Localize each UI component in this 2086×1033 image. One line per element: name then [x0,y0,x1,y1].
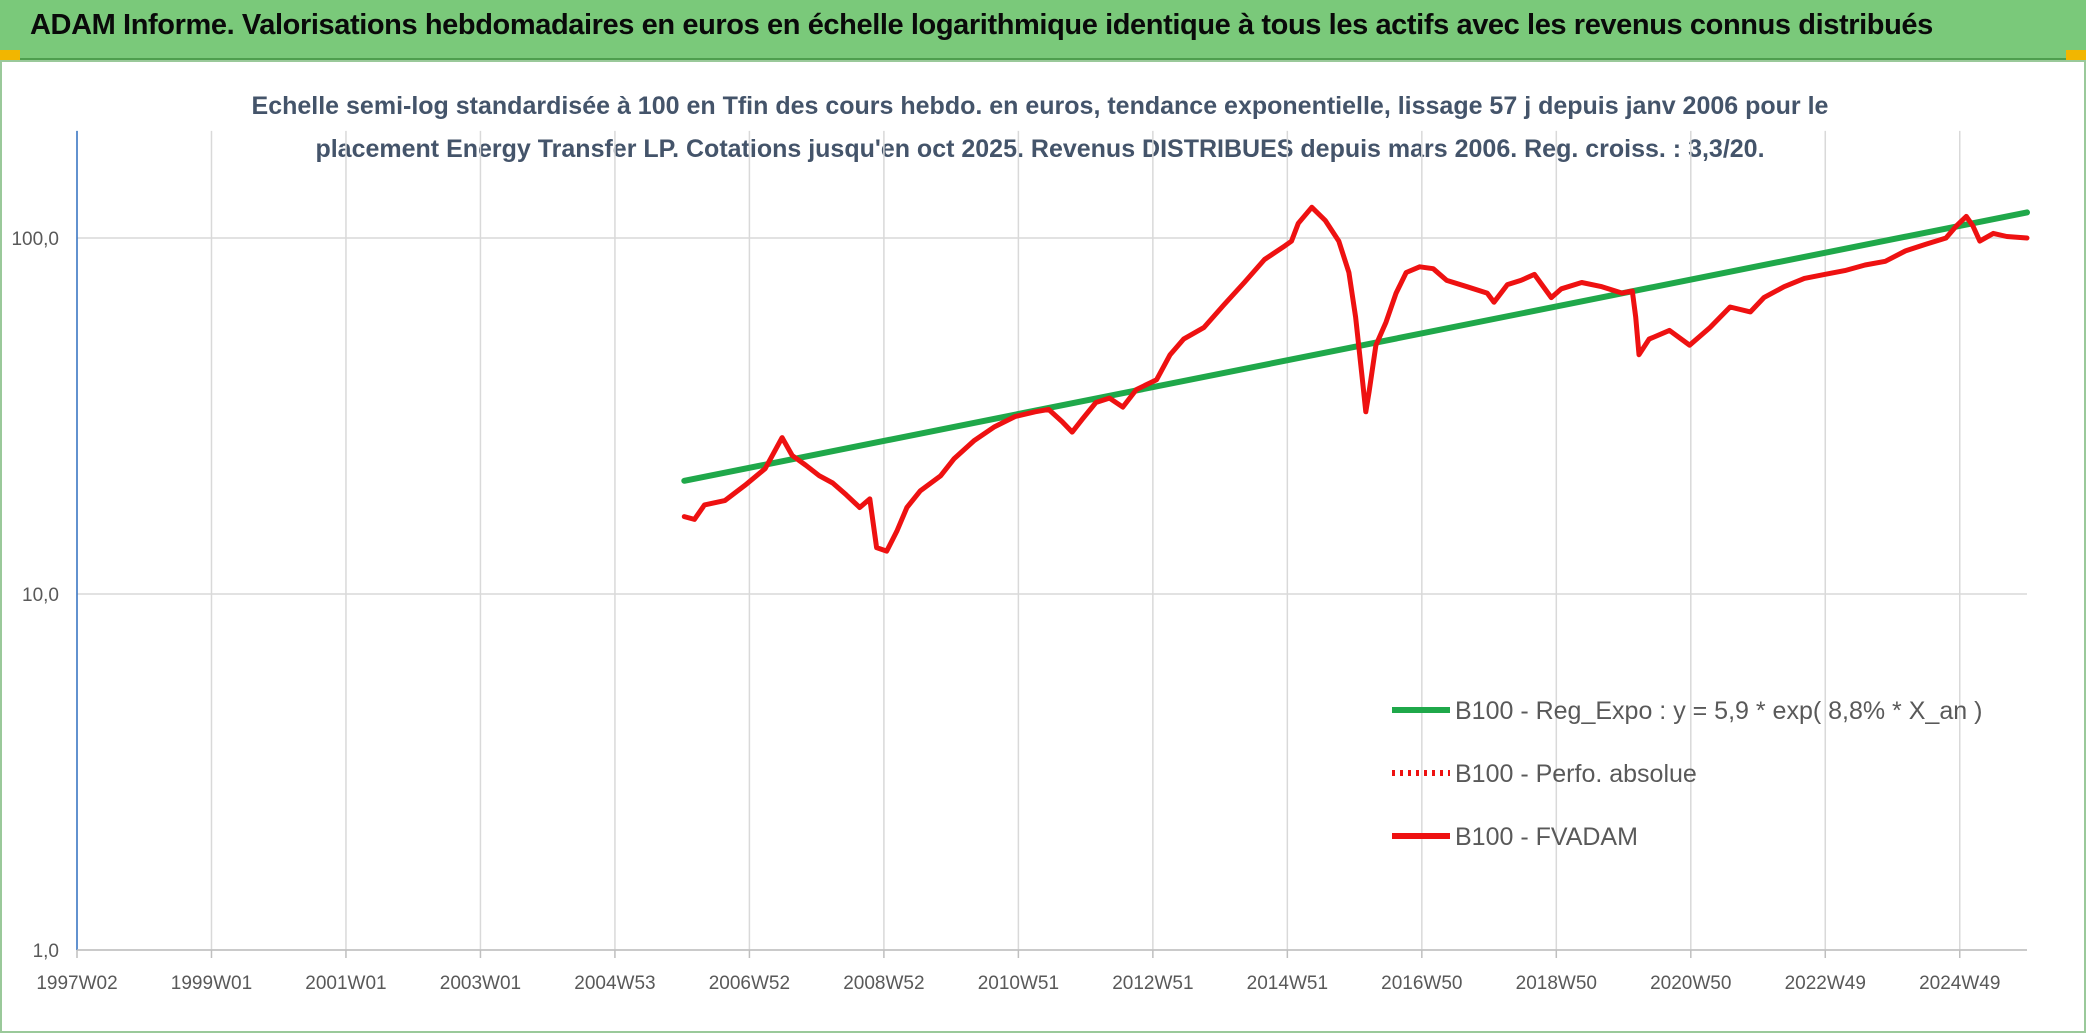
legend-label: B100 - Reg_Expo : y = 5,9 * exp( 8,8% * … [1455,697,1982,725]
y-tick-label: 10,0 [22,585,59,606]
x-tick-label: 2006W52 [709,973,790,994]
x-tick-label: 2008W52 [843,973,924,994]
x-tick-label: 2012W51 [1112,973,1193,994]
x-tick-label: 2022W49 [1785,973,1866,994]
x-tick-label: 2024W49 [1919,973,2000,994]
x-tick-label: 2020W50 [1650,973,1731,994]
y-tick-label: 100,0 [11,229,59,250]
x-tick-label: 2014W51 [1247,973,1328,994]
legend-label: B100 - Perfo. absolue [1455,760,1697,788]
x-tick-label: 2003W01 [440,973,521,994]
x-tick-label: 1999W01 [171,973,252,994]
x-tick-label: 2016W50 [1381,973,1462,994]
y-tick-label: 1,0 [33,941,59,962]
x-tick-label: 2010W51 [978,973,1059,994]
x-tick-label: 2004W53 [574,973,655,994]
x-tick-label: 1997W02 [36,973,117,994]
x-tick-label: 2018W50 [1516,973,1597,994]
x-tick-label: 2001W01 [305,973,386,994]
legend-label: B100 - FVADAM [1455,823,1638,851]
